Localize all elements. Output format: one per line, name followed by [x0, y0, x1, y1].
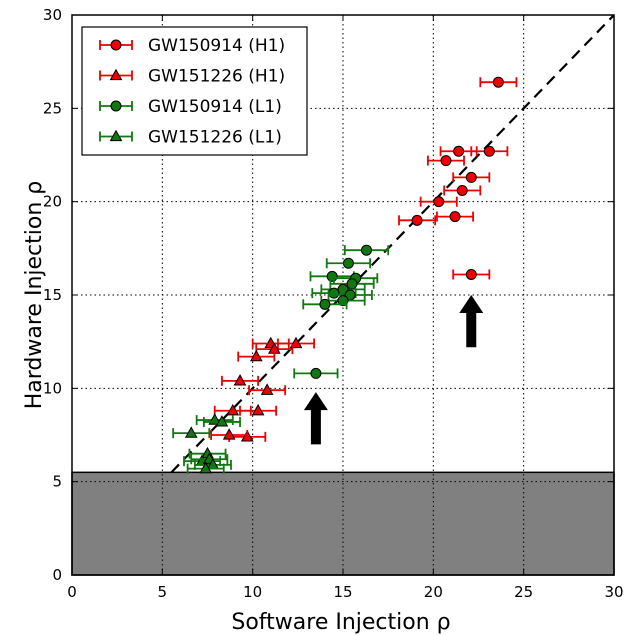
data-point [492, 76, 504, 88]
legend-marker [109, 129, 123, 142]
y-tick-label: 0 [52, 566, 62, 584]
data-point [483, 145, 495, 157]
data-point [184, 426, 198, 438]
series-3 [172, 413, 241, 474]
data-point [433, 196, 445, 208]
x-tick-label: 30 [604, 583, 623, 601]
data-point [465, 171, 477, 183]
data-point [449, 211, 461, 223]
legend-marker [109, 68, 123, 81]
data-point [260, 383, 274, 395]
data-point [199, 461, 213, 474]
data-point [251, 403, 265, 416]
y-tick-label: 15 [43, 286, 62, 304]
series-1 [210, 336, 315, 442]
x-tick-label: 5 [158, 583, 168, 601]
y-tick-label: 25 [43, 99, 62, 117]
legend-entry: GW151226 (H1) [99, 67, 285, 87]
data-point [233, 374, 247, 386]
y-tick-label: 10 [43, 379, 62, 397]
legend-entry: GW150914 (H1) [99, 36, 285, 56]
axes: 0 5 10 15 20 25 30 0 5 10 15 20 25 30 [43, 6, 624, 601]
x-tick-label: 0 [67, 583, 77, 601]
data-point [226, 403, 240, 416]
x-tick-label: 10 [243, 583, 262, 601]
data-point [249, 349, 263, 362]
data-point [456, 184, 468, 196]
legend-entry: GW151226 (L1) [99, 128, 282, 148]
legend-label: GW151226 (L1) [148, 128, 282, 148]
legend-marker [110, 100, 122, 112]
arrow [459, 295, 484, 348]
data-point [346, 278, 358, 290]
arrow [303, 392, 328, 445]
series-0 [398, 76, 518, 280]
data-point [215, 415, 229, 427]
y-tick-label: 5 [52, 473, 62, 491]
data-layer [172, 76, 518, 474]
data-point [465, 268, 477, 280]
data-point [310, 367, 322, 379]
x-tick-label: 15 [333, 583, 352, 601]
data-point [319, 298, 331, 310]
legend-marker [110, 39, 122, 51]
legend: GW150914 (H1) GW151226 (H1) GW150914 (L1) G… [81, 26, 308, 156]
data-point [453, 145, 465, 157]
legend-label: GW151226 (H1) [148, 67, 285, 87]
x-tick-label: 25 [514, 583, 533, 601]
data-point [440, 155, 452, 167]
data-point [328, 287, 340, 299]
series-2 [293, 244, 390, 379]
y-tick-label: 30 [43, 6, 62, 24]
data-point [360, 244, 372, 256]
y-axis-label: Hardware Injection ρ [22, 181, 47, 410]
data-point [222, 428, 236, 440]
legend-label: GW150914 (H1) [148, 36, 285, 56]
arrow-layer [303, 295, 484, 445]
y-tick-label: 20 [43, 193, 62, 211]
legend-entry: GW150914 (L1) [99, 97, 282, 117]
data-point [326, 270, 338, 282]
data-point [337, 295, 349, 307]
reference-line [170, 14, 615, 474]
reference-layer [170, 14, 615, 474]
data-point [411, 214, 423, 226]
x-axis-label: Software Injection ρ [231, 610, 450, 635]
x-tick-label: 20 [424, 583, 443, 601]
data-point [342, 257, 354, 269]
legend-label: GW150914 (L1) [148, 97, 282, 117]
